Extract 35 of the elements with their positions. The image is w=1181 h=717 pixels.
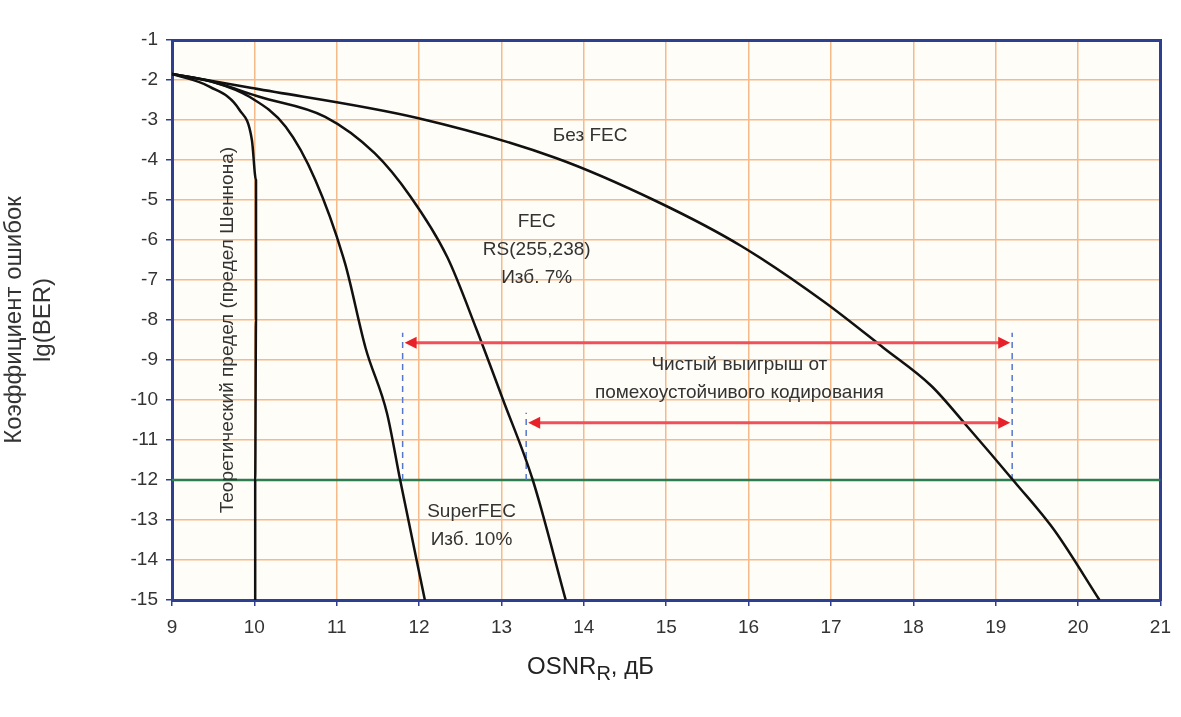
y-tick-label: -14 <box>130 548 159 570</box>
x-tick-label: 16 <box>738 615 760 637</box>
y-tick-label: -12 <box>130 468 158 490</box>
x-tick-label: 20 <box>1067 615 1089 637</box>
y-tick-label: -9 <box>141 348 158 370</box>
x-tick-label: 14 <box>573 615 595 637</box>
y-tick-label: -5 <box>141 188 158 210</box>
y-tick-label: -1 <box>141 28 158 50</box>
y-tick-label: -6 <box>141 228 158 250</box>
x-tick-label: 13 <box>490 615 513 637</box>
y-tick-label: -10 <box>130 388 158 410</box>
x-tick-label: 9 <box>166 615 178 637</box>
text: Теоретический предел (предел Шеннона) <box>215 146 237 514</box>
x-tick-label: 18 <box>902 615 924 637</box>
y-tick-label: -15 <box>130 588 158 610</box>
annotation: Чистый выигрыш от помехоустойчивого кодирования <box>594 353 884 403</box>
series-label: SuperFEC Изб. 10% <box>427 500 516 550</box>
x-tick-label: 19 <box>985 615 1007 637</box>
x-tick-label: 21 <box>1149 615 1171 637</box>
y-tick-label: -4 <box>141 148 159 170</box>
series-label: FEC RS(255,238) Изб. 7% <box>482 210 591 288</box>
x-tick-label: 12 <box>408 615 430 637</box>
x-tick-label: 15 <box>655 615 677 637</box>
x-tick-label: 11 <box>326 615 347 637</box>
y-tick-label: -8 <box>141 308 158 330</box>
x-axis-title: OSNR$_{R}$, дБ <box>526 652 655 685</box>
y-tick-label: -11 <box>131 428 158 450</box>
series-label: Без FEC <box>552 123 628 145</box>
y-axis-title: Коэффициент ошибок lg(BER) <box>0 195 55 444</box>
x-tick-label: 17 <box>820 615 842 637</box>
y-tick-label: -13 <box>130 508 158 530</box>
x-tick-label: 10 <box>243 615 265 637</box>
y-tick-label: -2 <box>141 68 158 90</box>
y-tick-label: -3 <box>141 108 158 130</box>
y-tick-label: -7 <box>141 268 158 290</box>
